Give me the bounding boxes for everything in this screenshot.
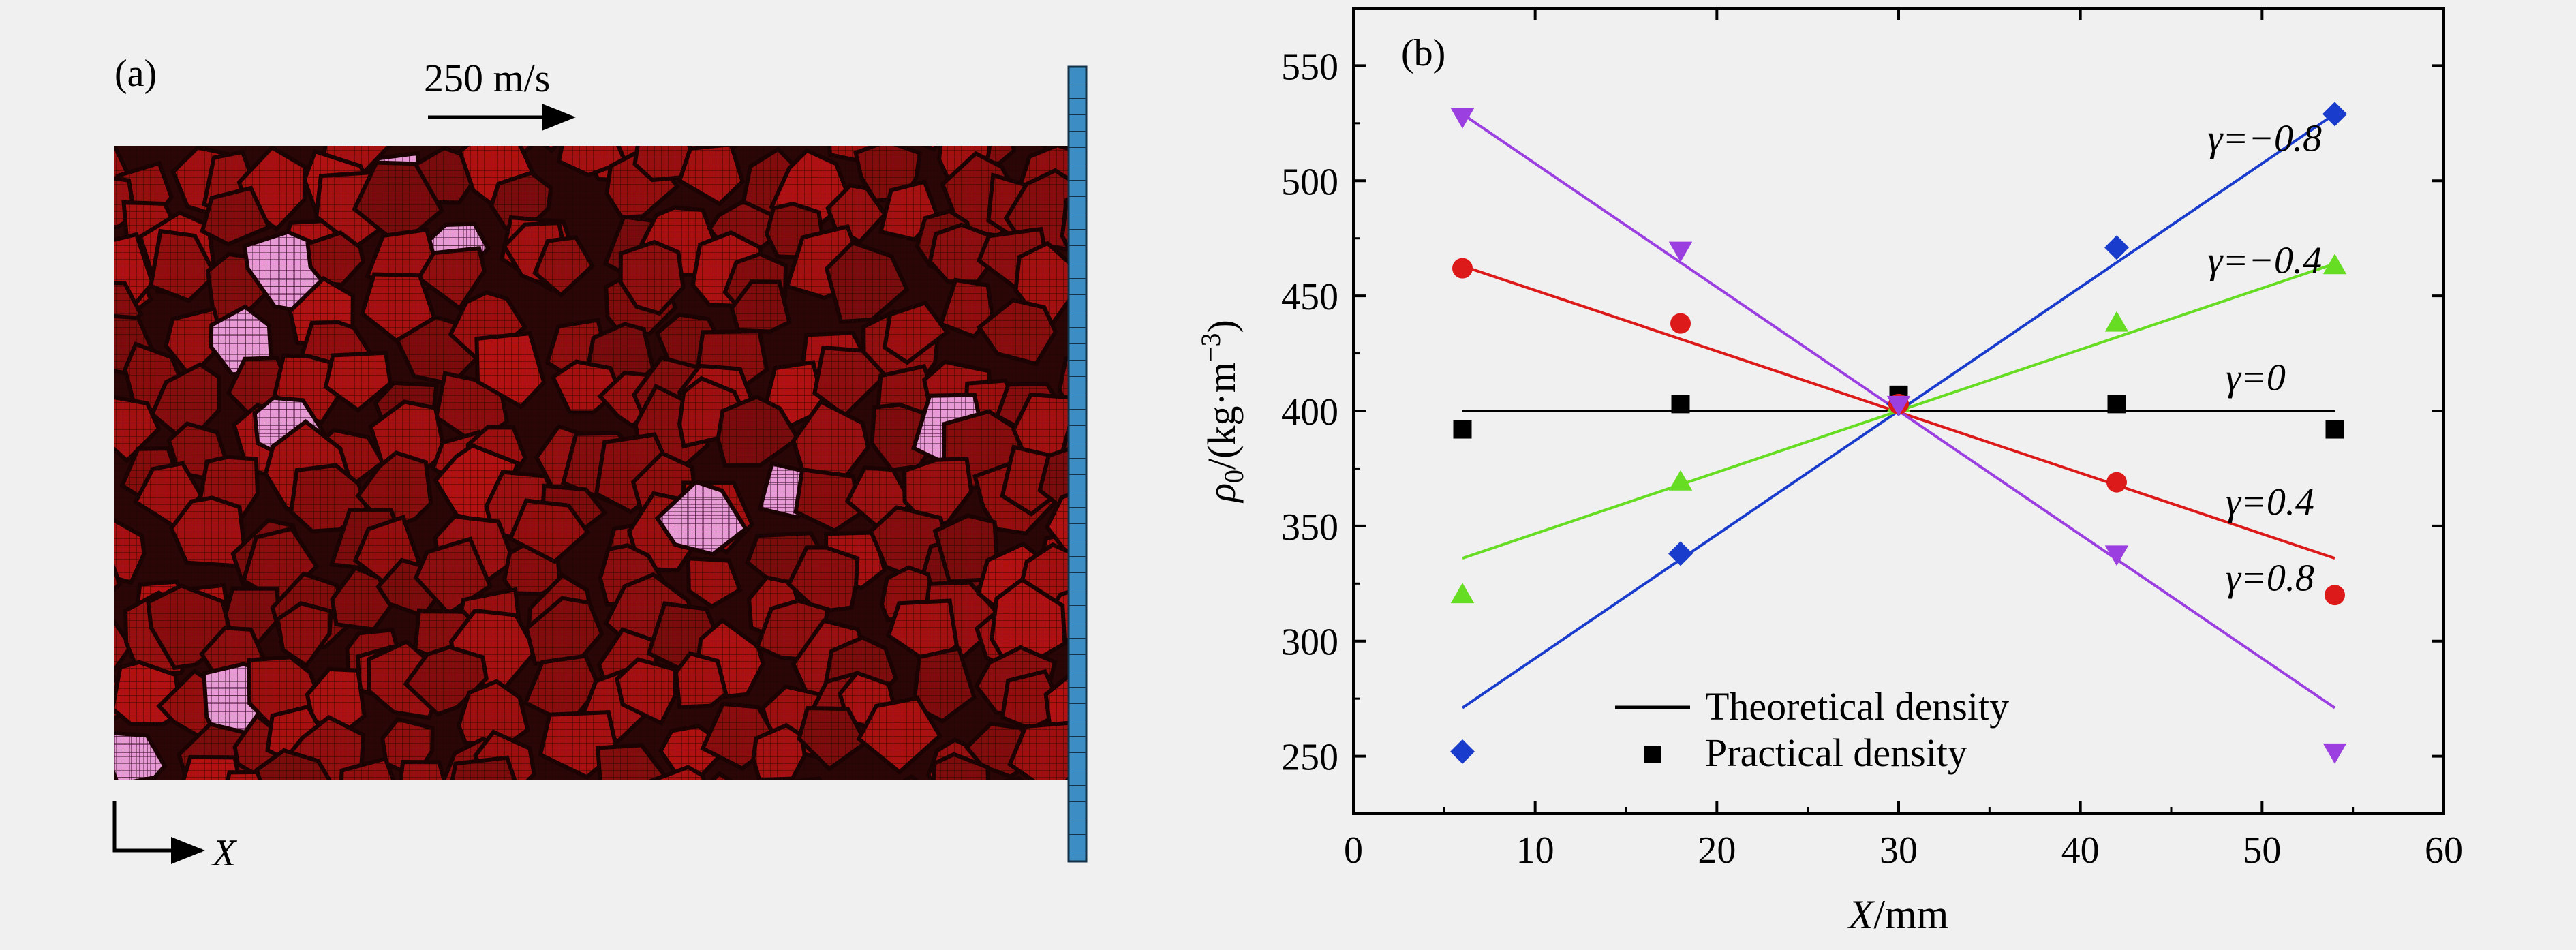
data-point	[1670, 313, 1691, 334]
mesh-grain	[1084, 604, 1140, 669]
mesh-grain	[275, 67, 354, 143]
series-annotation-label: γ=−0.4	[2207, 239, 2322, 281]
data-point	[2104, 235, 2129, 260]
x-axis-title-unit: /mm	[1873, 892, 1948, 937]
data-point	[1668, 541, 1693, 566]
panel-a-label: (a)	[114, 52, 157, 95]
data-point	[1668, 470, 1693, 491]
mesh-grain	[154, 76, 227, 137]
mesh-grain	[37, 495, 110, 565]
mesh-grain	[654, 146, 699, 159]
mesh-grain	[791, 776, 823, 780]
x-tick-label: 0	[1344, 829, 1363, 872]
x-tick-label: 20	[1698, 829, 1736, 872]
y-tick-label: 350	[1281, 506, 1338, 549]
series-annotation-label: γ=−0.8	[2207, 117, 2322, 159]
mesh-grain	[226, 769, 277, 780]
legend: Theoretical density Practical density	[1615, 684, 2009, 775]
mesh-grain	[50, 445, 110, 494]
velocity-label: 250 m/s	[424, 56, 550, 100]
mesh-grain	[558, 784, 638, 859]
legend-marker-swatch	[1644, 746, 1661, 763]
x-axis-title: X/mm	[1847, 892, 1949, 937]
x-tick-label: 60	[2425, 829, 2463, 872]
mesh-grain	[1084, 761, 1151, 833]
series-annotation-label: γ=0.4	[2226, 481, 2314, 523]
mesh-grain	[114, 564, 123, 592]
data-point	[1450, 739, 1475, 764]
mesh-grain	[199, 73, 257, 136]
series-annotations: γ=−0.8 γ=−0.4 γ=0 γ=0.4 γ=0.8	[2207, 117, 2322, 599]
data-point	[2104, 311, 2129, 332]
mesh-grain	[404, 785, 463, 851]
data-point	[2107, 395, 2126, 414]
mesh-grain	[902, 774, 919, 780]
data-point	[2322, 254, 2347, 275]
data-point	[2325, 585, 2345, 606]
mesh-grain	[817, 59, 879, 126]
y-tick-label: 500	[1281, 161, 1338, 203]
mesh-grain	[1041, 146, 1048, 149]
data-point	[1886, 395, 1911, 416]
panel-b-chart: (b) 0 10 20 30 40 50 60 250300350400450500550 …	[1195, 7, 2463, 937]
mesh-grain	[1088, 276, 1159, 350]
series-annotation-label: γ=0	[2226, 357, 2286, 399]
data-point	[1450, 108, 1475, 129]
axis-indicator: X	[112, 801, 238, 874]
mesh-grain	[546, 798, 618, 876]
data-point	[2106, 472, 2127, 493]
y-axis-title: ρ0/(kg·m−3)	[1195, 320, 1249, 504]
mesh-grain	[132, 775, 157, 780]
mesh-grain	[921, 146, 940, 152]
mesh-grain	[710, 771, 733, 780]
data-point	[1450, 583, 1475, 604]
mesh-grain	[47, 334, 108, 404]
legend-marker-label: Practical density	[1705, 731, 1967, 775]
y-tick-label: 550	[1281, 46, 1338, 88]
y-axis: 250 300 350 400 450 500 550	[1281, 46, 2444, 779]
x-axis: 0 10 20 30 40 50 60	[1344, 8, 2463, 872]
y-tick-label: 250	[1281, 737, 1338, 779]
particle-mesh	[37, 59, 1159, 876]
mesh-grain	[59, 98, 119, 157]
data-point	[1453, 420, 1472, 439]
data-point	[1452, 258, 1473, 279]
mesh-grain	[47, 733, 106, 798]
x-axis-indicator-label: X	[211, 832, 238, 874]
data-point	[2322, 102, 2347, 127]
panel-a: (a) 250 m/s X	[37, 52, 1159, 876]
data-point	[2322, 743, 2347, 764]
mesh-grain	[816, 789, 871, 851]
x-tick-label: 30	[1880, 829, 1918, 872]
mesh-grain	[751, 76, 807, 140]
rigid-wall	[1067, 65, 1088, 863]
data-point	[2104, 545, 2129, 566]
y-tick-label: 400	[1281, 391, 1338, 433]
series-points	[1450, 102, 2347, 764]
mesh-grain	[1086, 736, 1144, 796]
mesh-grain	[990, 791, 1058, 859]
data-point	[2325, 420, 2344, 439]
x-tick-label: 40	[2061, 829, 2100, 872]
legend-line-label: Theoretical density	[1705, 684, 2009, 729]
x-axis-title-var: X	[1847, 892, 1875, 937]
x-tick-label: 50	[2243, 829, 2281, 872]
mesh-grain	[1081, 137, 1143, 198]
y-tick-label: 300	[1281, 622, 1338, 664]
y-tick-label: 450	[1281, 276, 1338, 318]
mesh-grain	[1002, 776, 1024, 780]
data-point	[1671, 395, 1690, 414]
mesh-grain	[1090, 271, 1157, 333]
panel-b-label: (b)	[1401, 32, 1445, 74]
mesh-grid-overlay	[114, 146, 1071, 780]
series-annotation-label: γ=0.8	[2226, 557, 2314, 599]
x-tick-label: 10	[1516, 829, 1554, 872]
data-point	[1668, 241, 1693, 262]
